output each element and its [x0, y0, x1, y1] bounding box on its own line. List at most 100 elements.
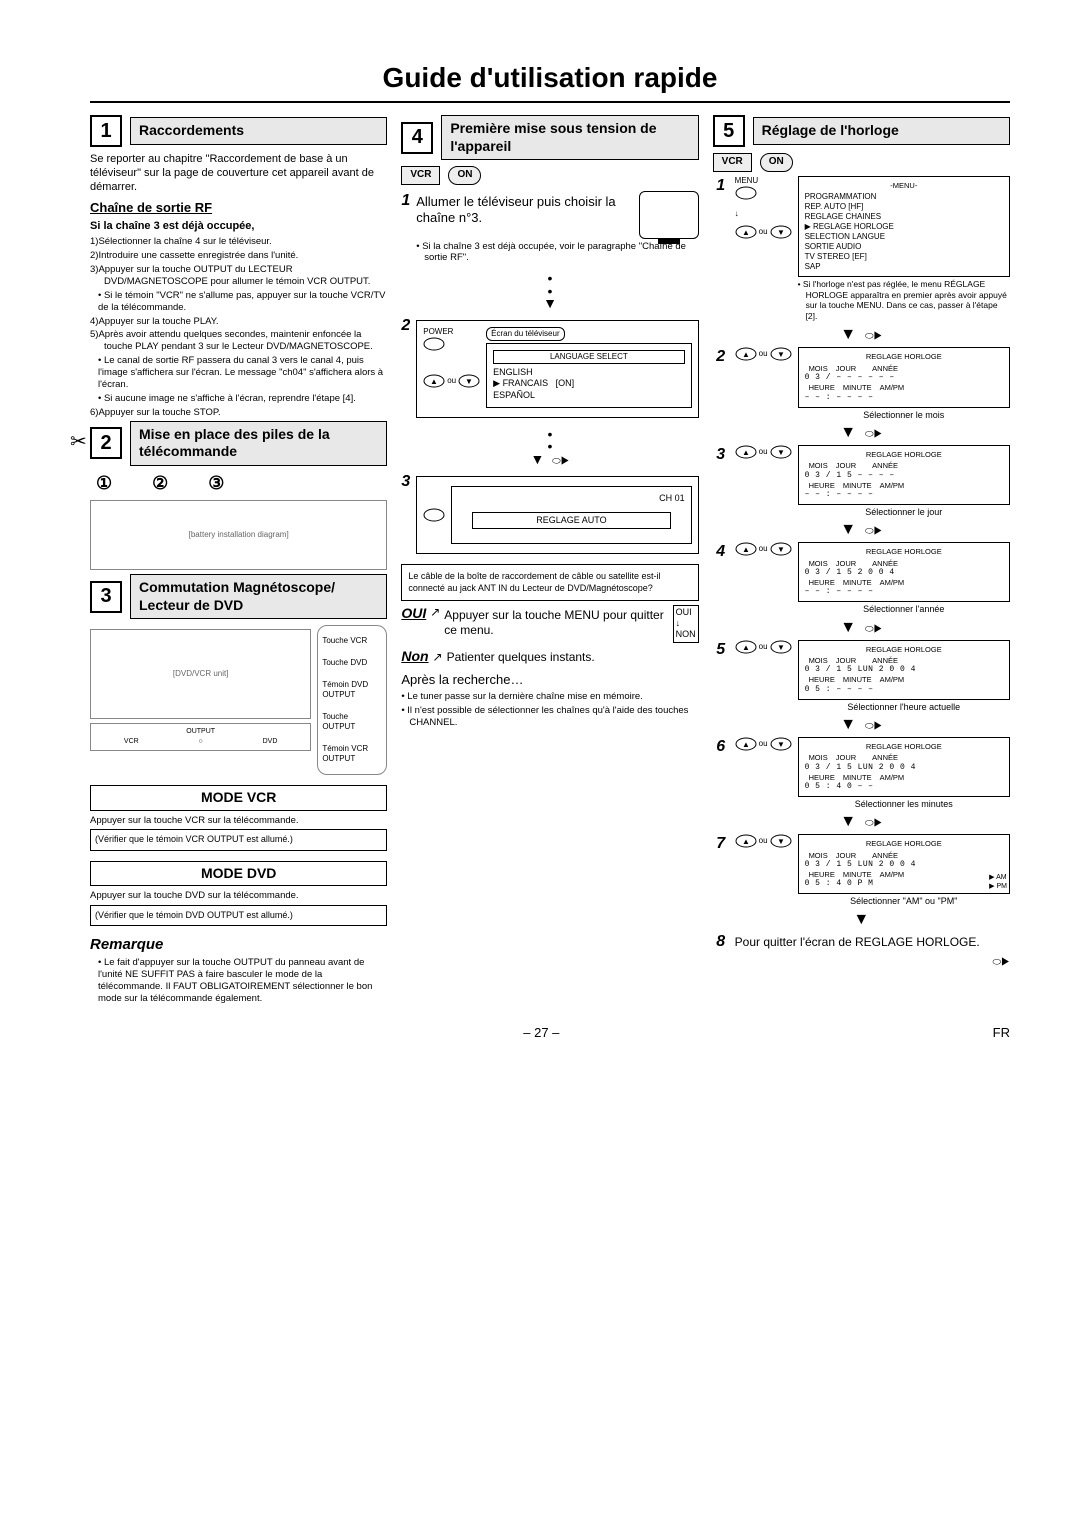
down-btn-c4: ▼	[770, 542, 792, 556]
s4-n1: Le tuner passe sur la dernière chaîne mi…	[401, 691, 698, 703]
rf-li5: 5)Après avoir attendu quelques secondes,…	[90, 329, 387, 353]
c2-title: REGLAGE HORLOGE	[805, 352, 1003, 361]
up-btn-5: ▲	[735, 225, 757, 239]
page-footer: – 27 – FR	[90, 1025, 1010, 1041]
arrow-1: ▼ ⬭▶	[713, 327, 1010, 343]
tv-icon	[639, 191, 699, 239]
lang-title: LANGUAGE SELECT	[493, 350, 685, 364]
h-heure: HEURE	[805, 383, 839, 392]
mode-vcr-check: (Vérifier que le témoin VCR OUTPUT est a…	[90, 829, 387, 850]
up-btn-c2: ▲	[735, 347, 757, 361]
vcr-icon-2: VCR	[713, 153, 752, 172]
up-btn-c7: ▲	[735, 834, 757, 848]
c5-cap: Sélectionner l'heure actuelle	[798, 702, 1010, 713]
up-btn-c5: ▲	[735, 640, 757, 654]
mi8: SAP	[805, 262, 1003, 272]
step5-num: 5	[713, 115, 745, 147]
c5-title: REGLAGE HORLOGE	[805, 645, 1003, 654]
step3-title: Commutation Magnétoscope/ Lecteur de DVD	[130, 574, 387, 619]
step4-title: Première mise sous tension de l'appareil	[441, 115, 698, 160]
rf-b1: Si le témoin "VCR" ne s'allume pas, appu…	[98, 290, 387, 314]
c7-title: REGLAGE HORLOGE	[805, 839, 1003, 848]
ou-c5: ou	[759, 642, 768, 652]
down-btn-c7: ▼	[770, 834, 792, 848]
mi2: REP. AUTO [HF]	[805, 202, 1003, 212]
rf-subhead: Chaîne de sortie RF	[90, 200, 387, 216]
h-annee: ANNÉE	[868, 364, 902, 373]
step1-num: 1	[90, 115, 122, 147]
dotarrow-2: ••▼ ⬭▶	[401, 428, 698, 466]
ou-c4: ou	[759, 544, 768, 554]
lbl-dvd: Touche DVD	[322, 658, 382, 668]
s4-st1: Allumer le téléviseur puis choisir la ch…	[416, 194, 632, 227]
c7-l2: 0 5 : 4 0 P M	[805, 879, 1003, 889]
oui-label: OUI	[401, 605, 426, 623]
c4-title: REGLAGE HORLOGE	[805, 547, 1003, 556]
up-btn-c3: ▲	[735, 445, 757, 459]
up-btn-c4: ▲	[735, 542, 757, 556]
c3-l1: 0 3 / 1 5 – – – –	[805, 471, 1003, 481]
c-idx8: 8	[713, 932, 729, 952]
lang-en: ENGLISH	[493, 367, 685, 378]
svg-text:▲: ▲	[742, 228, 750, 237]
c4-cap: Sélectionner l'année	[798, 604, 1010, 615]
seq-2: ②	[152, 472, 168, 495]
ou-c6: ou	[759, 739, 768, 749]
ou-c3: ou	[759, 447, 768, 457]
c7-cap: Sélectionner "AM" ou "PM"	[798, 896, 1010, 907]
column-mid: 4 Première mise sous tension de l'appare…	[401, 115, 698, 1007]
step3-header: 3 Commutation Magnétoscope/ Lecteur de D…	[90, 574, 387, 619]
c6-cap: Sélectionner les minutes	[798, 799, 1010, 810]
ou-5-1: ou	[759, 227, 768, 237]
mi5: SELECTION LANGUE	[805, 232, 1003, 242]
c-idx5: 5	[713, 640, 729, 660]
mi7: TV STEREO [EF]	[805, 252, 1003, 262]
h-ampm: AM/PM	[876, 383, 909, 392]
scissors-icon: ✂	[70, 430, 87, 455]
c2-l1: 0 3 / – – – – – –	[805, 373, 1003, 383]
rf-li2: 2)Introduire une cassette enregistrée da…	[90, 250, 387, 262]
ch-label: CH 01	[458, 493, 684, 504]
c3-cap: Sélectionner le jour	[798, 507, 1010, 518]
step1-title: Raccordements	[130, 117, 387, 145]
c-idx7: 7	[713, 834, 729, 854]
c5-l2: 0 5 : – – – –	[805, 685, 1003, 695]
mode-dvd-head: MODE DVD	[90, 861, 387, 887]
dvd-vcr-illustration: [DVD/VCR unit]	[90, 629, 311, 719]
svg-text:▼: ▼	[465, 377, 473, 386]
step2-title: Mise en place des piles de la télécomman…	[130, 421, 387, 466]
c7-side: ▶ AM ▶ PM	[989, 874, 1007, 892]
arrow-3: ▼ ⬭▶	[713, 522, 1010, 538]
s4-idx2: 2	[401, 316, 410, 336]
mi1: PROGRAMMATION	[805, 192, 1003, 202]
c2-l2: – – : – – – –	[805, 393, 1003, 403]
down-btn-c5: ▼	[770, 640, 792, 654]
dotarrow-1: ••▼	[401, 272, 698, 310]
power-on-icon-2: ON	[760, 153, 793, 172]
step5-title: Réglage de l'horloge	[753, 117, 1010, 145]
mode-dvd-text: Appuyer sur la touche DVD sur la télécom…	[90, 890, 387, 902]
step2-num: 2	[90, 427, 122, 459]
menu-button-icon	[735, 186, 757, 200]
columns: 1 Raccordements Se reporter au chapitre …	[90, 115, 1010, 1007]
manual-page: ✂ Guide d'utilisation rapide 1 Raccordem…	[0, 0, 1080, 1071]
s4-st1-note: Si la chaîne 3 est déjà occupée, voir le…	[416, 241, 698, 265]
h-jour: JOUR	[832, 364, 860, 373]
step1-header: 1 Raccordements	[90, 115, 387, 147]
step5-header: 5 Réglage de l'horloge	[713, 115, 1010, 147]
non-label: Non	[401, 648, 428, 666]
mi6: SORTIE AUDIO	[805, 242, 1003, 252]
arrow-2: ▼ ⬭▶	[713, 425, 1010, 441]
s4-idx3: 3	[401, 472, 410, 492]
s4-idx1: 1	[401, 191, 410, 211]
remote-illustration: Touche VCR Touche DVD Témoin DVD OUTPUT …	[317, 625, 387, 775]
ou-c7: ou	[759, 836, 768, 846]
down-btn-c3: ▼	[770, 445, 792, 459]
c6-l1: 0 3 / 1 5 LUN 2 0 0 4	[805, 763, 1003, 773]
mode-vcr-head: MODE VCR	[90, 785, 387, 811]
mi4: ▶ REGLAGE HORLOGE	[805, 222, 1003, 232]
rf-li6: 6)Appuyer sur la touche STOP.	[90, 407, 387, 419]
svg-text:▲: ▲	[742, 740, 750, 749]
power-on-icon: ON	[448, 166, 481, 185]
down-btn-c6: ▼	[770, 737, 792, 751]
